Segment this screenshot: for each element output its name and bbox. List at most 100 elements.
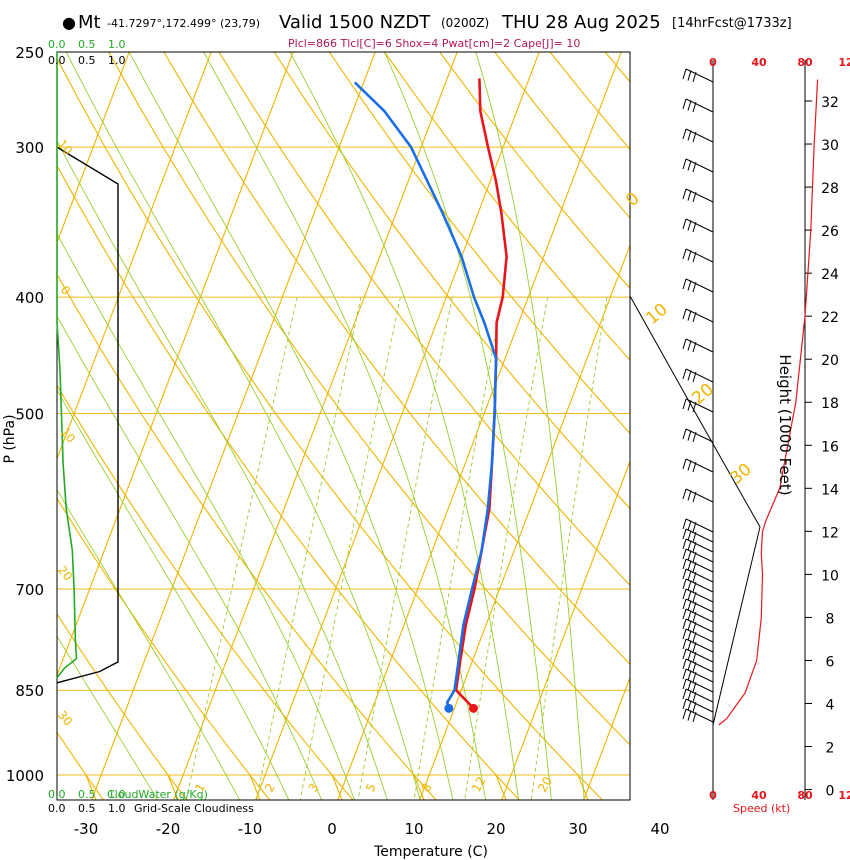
speed-tick-bottom: 80	[797, 789, 813, 802]
height-tick-label: 30	[821, 138, 839, 154]
wind-barb-feather	[687, 700, 692, 711]
moist-adiabat	[57, 139, 388, 800]
cloudwater-scale-top: 0.5	[78, 38, 96, 51]
speed-axis-title: Speed (kt)	[733, 802, 790, 815]
wind-barb-feather	[682, 588, 687, 600]
wind-barb	[685, 278, 714, 293]
wind-barb-feather	[692, 251, 697, 263]
wind-barb-feather	[682, 308, 687, 320]
cloudiness-scale-top: 0.5	[78, 54, 96, 67]
isotherm	[337, 52, 622, 800]
wind-barb-feather	[682, 678, 687, 690]
temperature-tick-label: 10	[404, 820, 423, 838]
wind-barb-feather	[682, 278, 687, 290]
wind-barb-feather	[692, 371, 697, 383]
temperature-tick-label: -20	[156, 820, 181, 838]
wind-barb-feather	[682, 658, 687, 670]
pressure-tick-label: 1000	[6, 767, 44, 785]
isotherm	[91, 52, 376, 800]
dry-adiabat	[57, 384, 354, 800]
wind-barb-feather	[692, 531, 697, 543]
wind-barb-feather	[682, 548, 687, 560]
dry-adiabat	[826, 52, 850, 800]
wind-barb-feather	[687, 610, 692, 621]
wind-barb-feather	[692, 611, 697, 623]
cloudwater-scale-bottom: 0.5	[78, 788, 96, 801]
wind-barb-feather	[687, 540, 692, 551]
axis-labels: Temperature (C) P (hPa) Height (1000 Fee…	[2, 354, 794, 860]
y-axis-title: P (hPa)	[2, 414, 18, 463]
wind-barb-feather	[682, 128, 687, 140]
speed-tick-top: 0	[709, 56, 717, 69]
dry-adiabat	[57, 57, 604, 800]
wind-barb-feather	[692, 641, 697, 653]
height-tick-label: 14	[821, 482, 839, 498]
wind-barb	[685, 428, 714, 443]
wind-barb-feather	[692, 661, 697, 673]
cloudwater-line	[56, 52, 78, 679]
cloudiness-scale-top: 0.0	[48, 54, 66, 67]
isotherm	[583, 676, 630, 800]
wind-barb-feather	[687, 430, 692, 441]
wind-barb-feather	[682, 98, 687, 110]
wind-barb-feather	[687, 520, 692, 531]
wind-barb	[685, 688, 714, 703]
dry-adiabat	[273, 52, 630, 510]
mixing-ratio-label: 5	[363, 781, 379, 795]
wind-barb-feather	[687, 100, 692, 111]
dry-adiabat	[439, 52, 630, 290]
wind-barb-feather	[687, 650, 692, 661]
wind-barb-feather	[692, 571, 697, 583]
surface-dewpoint-dot	[444, 703, 454, 713]
mixing-ratio-line	[185, 297, 298, 800]
wind-barb-feather	[682, 598, 687, 610]
wind-barb-feather	[687, 160, 692, 171]
mixing-ratio-label: 3	[306, 781, 322, 795]
temperature-tick-label: 30	[568, 820, 587, 838]
wind-barb-feather	[692, 581, 697, 593]
moist-adiabat	[57, 635, 159, 800]
wind-barb-feather	[692, 491, 697, 503]
pressure-tick-label: 850	[15, 682, 44, 700]
wind-barb-feather	[687, 560, 692, 571]
wind-barb-feather	[692, 631, 697, 643]
height-tick-label: 24	[821, 267, 839, 283]
wind-barb	[685, 698, 714, 713]
wind-barb-feather	[682, 528, 687, 540]
wind-barb-feather	[687, 220, 692, 231]
wind-barb-feather	[692, 601, 697, 613]
wind-barb-feather	[682, 668, 687, 680]
dry-adiabat	[108, 52, 630, 746]
wind-barb-feather	[682, 188, 687, 200]
wind-barb-feather	[692, 681, 697, 693]
wind-barb-feather	[682, 68, 687, 80]
wind-barb-feather	[682, 398, 687, 410]
wind-barb	[685, 578, 714, 593]
height-tick-label: 22	[821, 310, 839, 326]
dry-adiabat	[494, 52, 630, 219]
valid-zulu: (0200Z)	[441, 16, 489, 30]
moist-adiabat	[65, 52, 421, 800]
height-tick-label: 4	[826, 697, 835, 713]
moist-adiabat	[57, 488, 241, 800]
cloudiness-line	[56, 146, 119, 684]
speed-tick-top: 40	[751, 56, 767, 69]
isotherm	[57, 52, 130, 245]
wind-barb-feather	[687, 680, 692, 691]
wind-barb-feather	[682, 638, 687, 650]
mixing-ratio-lines	[185, 297, 608, 800]
wind-barb	[685, 338, 714, 353]
isotherm	[57, 52, 212, 461]
height-tick-label: 28	[821, 181, 839, 197]
height-tick-label: 0	[826, 784, 835, 800]
cloudwater-scale-bottom: 0.0	[48, 788, 66, 801]
isotherm	[255, 52, 540, 800]
wind-barb-feather	[682, 538, 687, 550]
wind-barb	[685, 308, 714, 323]
moist-adiabat	[289, 52, 519, 800]
station-location: -41.7297°,172.499° (23,79)	[107, 17, 260, 30]
wind-barb	[685, 518, 714, 533]
plot-frame	[56, 51, 631, 801]
dry-adiabat	[218, 52, 630, 587]
